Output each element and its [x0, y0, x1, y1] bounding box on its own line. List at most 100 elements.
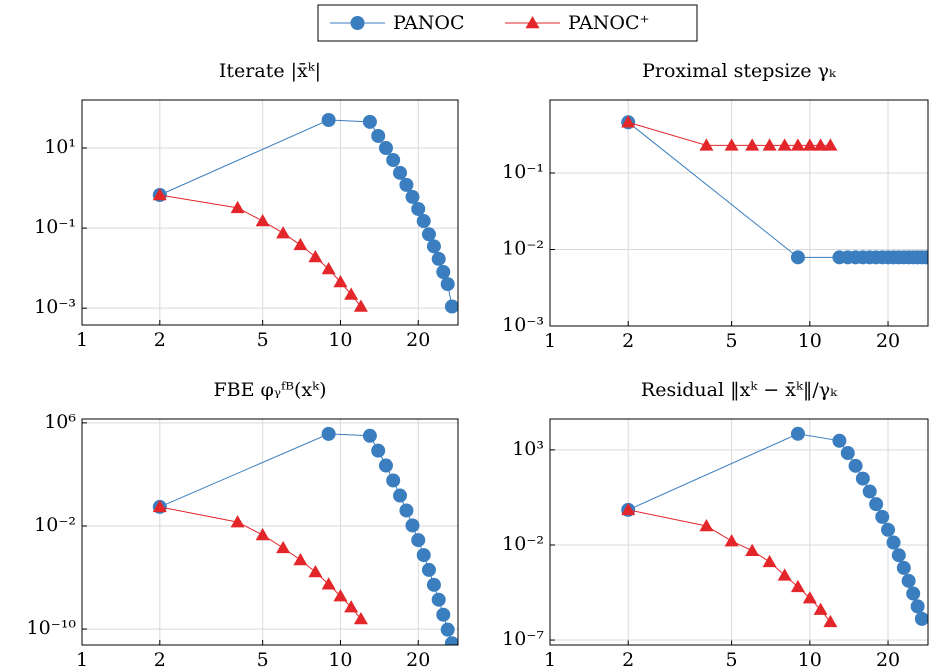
- y-tick-label: 10⁻⁷: [502, 628, 544, 650]
- marker: [411, 201, 426, 216]
- marker: [910, 599, 925, 614]
- marker: [444, 299, 458, 314]
- marker: [777, 568, 792, 581]
- marker: [333, 589, 348, 602]
- x-tick-label: 5: [726, 649, 738, 671]
- marker: [333, 275, 348, 288]
- marker: [230, 200, 245, 214]
- x-tick-label: 2: [622, 649, 634, 671]
- marker: [832, 433, 847, 448]
- y-tick-label: 10⁻¹⁰: [27, 617, 77, 639]
- marker: [906, 586, 921, 601]
- marker: [777, 138, 792, 151]
- marker: [255, 527, 270, 541]
- plot-frame: [549, 99, 929, 327]
- x-tick-label: 2: [154, 649, 166, 671]
- x-tick-label: 10: [328, 329, 352, 351]
- x-tick-label: 1: [76, 649, 88, 671]
- x-tick-label: 20: [876, 649, 900, 671]
- marker: [848, 458, 863, 473]
- panel-title: Residual ‖xᵏ − x̄ᵏ‖/γₖ: [641, 379, 838, 401]
- marker: [411, 533, 426, 548]
- marker: [869, 497, 884, 512]
- plot-area: [621, 115, 928, 265]
- x-tick-label: 10: [798, 649, 822, 671]
- plot-area: [152, 113, 458, 314]
- panel-title: Proximal stepsize γₖ: [642, 60, 837, 82]
- marker: [321, 426, 336, 441]
- marker: [436, 607, 451, 622]
- marker: [440, 622, 455, 637]
- marker: [371, 128, 386, 143]
- marker: [426, 577, 441, 592]
- series-line: [628, 121, 831, 146]
- marker: [724, 534, 739, 547]
- marker: [255, 214, 270, 227]
- x-tick-label: 5: [726, 330, 738, 352]
- marker: [886, 535, 901, 550]
- y-tick-label: 10⁻³: [502, 314, 544, 336]
- plot-area: [152, 426, 458, 645]
- marker: [745, 543, 760, 556]
- marker: [393, 165, 408, 180]
- marker: [896, 560, 911, 575]
- marker: [353, 612, 368, 625]
- x-tick-label: 1: [544, 649, 556, 671]
- marker: [293, 552, 308, 566]
- marker: [699, 518, 714, 532]
- marker: [440, 277, 455, 292]
- marker: [416, 548, 431, 563]
- panel: Residual ‖xᵏ − x̄ᵏ‖/γₖ 1 2 5 10 20 10³ 10⁻² 10⁻⁷: [502, 379, 929, 671]
- marker: [378, 140, 393, 155]
- marker: [901, 573, 916, 588]
- marker: [321, 262, 336, 275]
- series-line: [628, 509, 831, 623]
- marker: [386, 153, 401, 168]
- marker: [152, 188, 167, 201]
- panel: FBE φᵧᶠᴮ(xᵏ) 1 2 5 10 20 10⁶ 10⁻² 10⁻¹⁰: [27, 379, 459, 671]
- y-tick-label: 10⁻¹: [502, 161, 544, 183]
- marker: [699, 138, 714, 151]
- plot-frame: [549, 418, 929, 646]
- y-tick-label: 10⁶: [44, 411, 76, 433]
- marker: [308, 249, 323, 263]
- marker: [762, 554, 777, 568]
- series-line: [159, 433, 453, 644]
- marker: [431, 251, 446, 266]
- panel-title: FBE φᵧᶠᴮ(xᵏ): [214, 379, 327, 401]
- panel-title: Iterate |x̄ᵏ|: [219, 60, 321, 82]
- marker: [431, 592, 446, 607]
- y-tick-label: 10¹: [44, 136, 76, 158]
- marker: [621, 115, 636, 128]
- marker: [891, 548, 906, 563]
- marker: [802, 138, 817, 151]
- legend-marker: [350, 16, 365, 30]
- series-line: [628, 433, 923, 620]
- series-line: [159, 194, 362, 307]
- marker: [399, 503, 414, 518]
- marker: [840, 446, 855, 461]
- marker: [621, 502, 636, 516]
- x-tick-label: 1: [76, 329, 88, 351]
- y-tick-label: 10⁻²: [502, 533, 544, 555]
- x-tick-label: 10: [328, 649, 352, 671]
- marker: [855, 471, 870, 486]
- x-tick-label: 5: [257, 329, 269, 351]
- marker: [426, 239, 441, 254]
- x-tick-label: 20: [876, 330, 900, 352]
- x-tick-label: 2: [154, 329, 166, 351]
- marker: [762, 138, 777, 151]
- marker: [436, 265, 451, 280]
- y-tick-label: 10⁻²: [502, 237, 544, 259]
- panel: Proximal stepsize γₖ 1 2 5 10 20 10⁻¹ 10⁻² 10⁻³: [502, 60, 929, 352]
- marker: [919, 250, 928, 265]
- marker: [862, 484, 877, 499]
- marker: [362, 114, 377, 129]
- marker: [745, 138, 760, 151]
- marker: [444, 636, 458, 645]
- marker: [371, 443, 386, 458]
- series-line: [627, 121, 927, 258]
- marker: [230, 515, 245, 528]
- marker: [724, 138, 739, 151]
